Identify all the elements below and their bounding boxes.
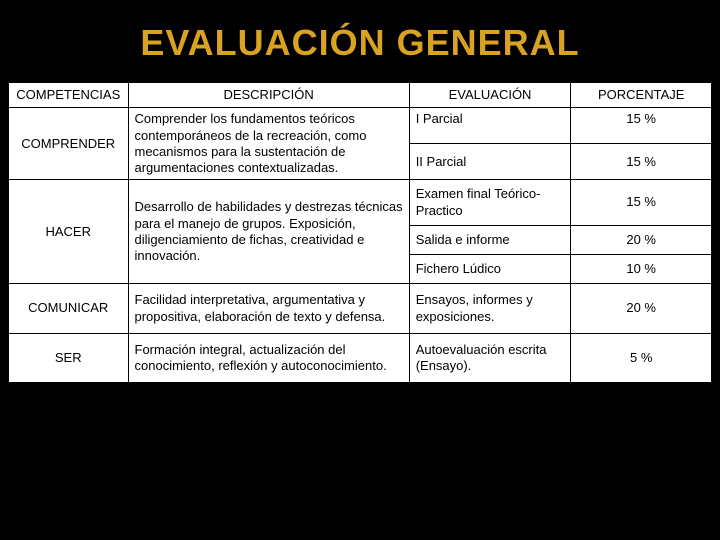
comp-comunicar: COMUNICAR	[9, 284, 129, 334]
pct-hacer-3: 10 %	[571, 255, 712, 284]
pct-comprender-1: 15 %	[571, 108, 712, 144]
eval-ser: Autoevaluación escrita (Ensayo).	[409, 333, 571, 383]
comp-hacer: HACER	[9, 180, 129, 284]
pct-comunicar: 20 %	[571, 284, 712, 334]
desc-ser: Formación integral, actualización del co…	[128, 333, 409, 383]
row-comprender-1: COMPRENDER Comprender los fundamentos te…	[9, 108, 712, 144]
header-porcentaje: PORCENTAJE	[571, 83, 712, 108]
eval-hacer-2: Salida e informe	[409, 225, 571, 254]
eval-comprender-2: II Parcial	[409, 144, 571, 180]
header-evaluacion: EVALUACIÓN	[409, 83, 571, 108]
desc-comunicar: Facilidad interpretativa, argumentativa …	[128, 284, 409, 334]
comp-ser: SER	[9, 333, 129, 383]
page-title: EVALUACIÓN GENERAL	[0, 0, 720, 82]
pct-ser: 5 %	[571, 333, 712, 383]
header-descripcion: DESCRIPCIÓN	[128, 83, 409, 108]
eval-hacer-3: Fichero Lúdico	[409, 255, 571, 284]
header-competencias: COMPETENCIAS	[9, 83, 129, 108]
evaluation-table-wrap: COMPETENCIAS DESCRIPCIÓN EVALUACIÓN PORC…	[8, 82, 712, 383]
eval-hacer-1: Examen final Teórico-Practico	[409, 180, 571, 226]
row-ser: SER Formación integral, actualización de…	[9, 333, 712, 383]
row-comunicar: COMUNICAR Facilidad interpretativa, argu…	[9, 284, 712, 334]
pct-hacer-2: 20 %	[571, 225, 712, 254]
eval-comprender-1: I Parcial	[409, 108, 571, 144]
row-hacer-1: HACER Desarrollo de habilidades y destre…	[9, 180, 712, 226]
table-header-row: COMPETENCIAS DESCRIPCIÓN EVALUACIÓN PORC…	[9, 83, 712, 108]
evaluation-table: COMPETENCIAS DESCRIPCIÓN EVALUACIÓN PORC…	[8, 82, 712, 383]
comp-comprender: COMPRENDER	[9, 108, 129, 180]
desc-comprender: Comprender los fundamentos teóricos cont…	[128, 108, 409, 180]
pct-comprender-2: 15 %	[571, 144, 712, 180]
pct-hacer-1: 15 %	[571, 180, 712, 226]
desc-hacer: Desarrollo de habilidades y destrezas té…	[128, 180, 409, 284]
eval-comunicar: Ensayos, informes y exposiciones.	[409, 284, 571, 334]
